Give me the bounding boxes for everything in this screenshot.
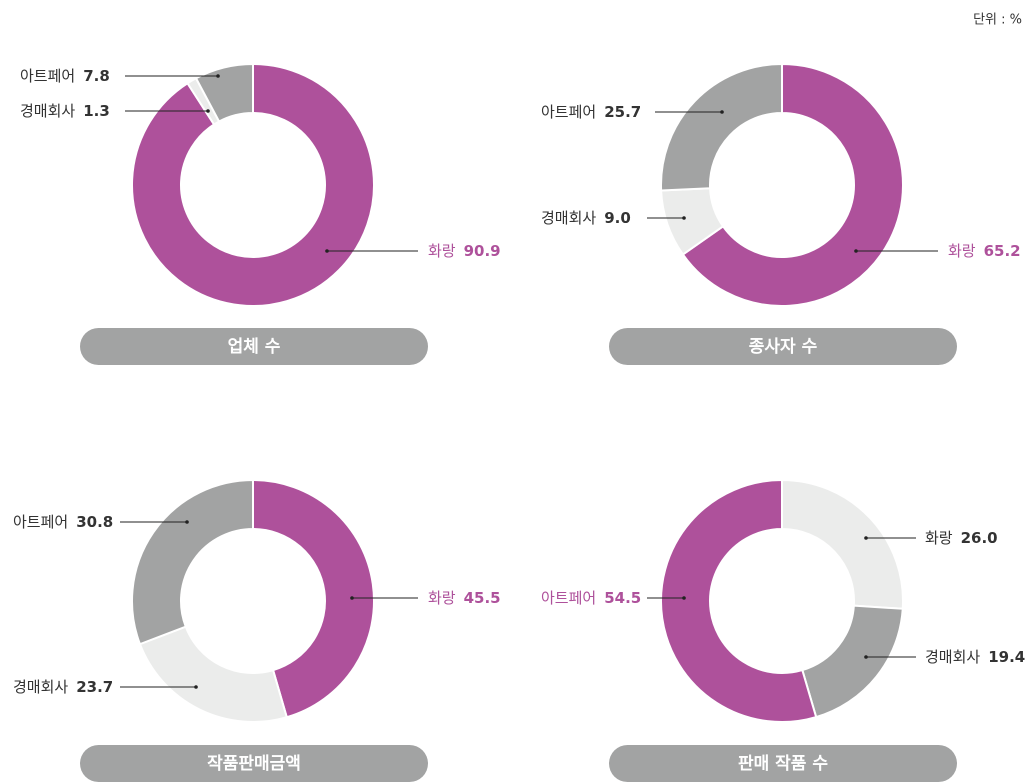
leader-dot [206, 109, 210, 113]
chart-title: 작품판매금액 [207, 754, 301, 774]
chart-title: 종사자 수 [749, 337, 818, 357]
donut-segment [781, 478, 904, 610]
category-name: 화랑 [925, 529, 953, 547]
donut-segment [660, 478, 818, 723]
leader-dot [216, 74, 220, 78]
donut-segment [681, 62, 904, 307]
value-label: 7.8 [83, 67, 110, 85]
category-name: 경매회사 [541, 209, 596, 227]
title-pill [609, 328, 957, 365]
donut-segment [131, 478, 254, 646]
data-label: 경매회사 19.4 [925, 648, 1025, 666]
category-name: 경매회사 [20, 102, 75, 120]
leader-dot [720, 110, 724, 114]
title-pill [80, 745, 428, 782]
data-label: 경매회사 9.0 [541, 209, 631, 227]
data-label: 화랑 45.5 [428, 589, 501, 607]
data-label: 아트페어 25.7 [541, 103, 641, 121]
title-pill [609, 745, 957, 782]
value-label: 45.5 [464, 589, 501, 607]
title-pill [80, 328, 428, 365]
value-label: 26.0 [961, 529, 998, 547]
data-label: 화랑 65.2 [948, 242, 1021, 260]
value-label: 25.7 [604, 103, 641, 121]
leader-dot [194, 685, 198, 689]
value-label: 19.4 [988, 648, 1025, 666]
leader-dot [682, 216, 686, 220]
donut-segment [138, 625, 288, 723]
data-label: 아트페어 54.5 [541, 589, 641, 607]
category-name: 화랑 [948, 242, 976, 260]
chart-title: 업체 수 [228, 337, 281, 357]
data-label: 아트페어 30.8 [13, 513, 113, 531]
value-label: 65.2 [984, 242, 1021, 260]
category-name: 아트페어 [13, 513, 68, 531]
value-label: 90.9 [464, 242, 501, 260]
category-name: 경매회사 [13, 678, 68, 696]
leader-dot [325, 249, 329, 253]
donut-segment [660, 62, 783, 192]
leader-dot [185, 520, 189, 524]
leader-dot [864, 536, 868, 540]
donut-segment [131, 62, 375, 307]
chart-title: 판매 작품 수 [738, 754, 828, 774]
data-label: 아트페어 7.8 [20, 67, 110, 85]
leader-dot [854, 249, 858, 253]
category-name: 아트페어 [20, 67, 75, 85]
data-label: 화랑 90.9 [428, 242, 501, 260]
category-name: 아트페어 [541, 589, 596, 607]
data-label: 경매회사 23.7 [13, 678, 113, 696]
donut-segment [801, 604, 904, 719]
value-label: 30.8 [76, 513, 113, 531]
donut-segment [194, 62, 254, 123]
leader-dot [864, 655, 868, 659]
category-name: 화랑 [428, 242, 456, 260]
donut-segment [252, 478, 375, 719]
data-label: 화랑 26.0 [925, 529, 998, 547]
value-label: 1.3 [83, 102, 110, 120]
category-name: 아트페어 [541, 103, 596, 121]
data-label: 경매회사 1.3 [20, 102, 110, 120]
category-name: 경매회사 [925, 648, 980, 666]
leader-dot [350, 596, 354, 600]
unit-label: 단위 : % [973, 13, 1022, 28]
value-label: 54.5 [604, 589, 641, 607]
leader-dot [682, 596, 686, 600]
value-label: 9.0 [604, 209, 631, 227]
category-name: 화랑 [428, 589, 456, 607]
value-label: 23.7 [76, 678, 113, 696]
